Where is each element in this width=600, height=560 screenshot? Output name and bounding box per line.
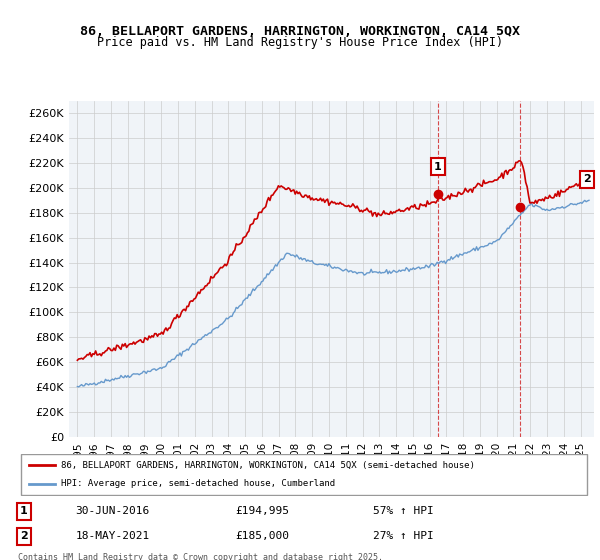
Text: 2: 2 <box>583 174 591 184</box>
Text: Price paid vs. HM Land Registry's House Price Index (HPI): Price paid vs. HM Land Registry's House … <box>97 36 503 49</box>
Text: 86, BELLAPORT GARDENS, HARRINGTON, WORKINGTON, CA14 5QX (semi-detached house): 86, BELLAPORT GARDENS, HARRINGTON, WORKI… <box>61 461 475 470</box>
Text: 57% ↑ HPI: 57% ↑ HPI <box>373 506 434 516</box>
Text: 1: 1 <box>434 162 442 172</box>
Text: 18-MAY-2021: 18-MAY-2021 <box>76 531 149 542</box>
Text: 1: 1 <box>20 506 28 516</box>
Text: HPI: Average price, semi-detached house, Cumberland: HPI: Average price, semi-detached house,… <box>61 479 335 488</box>
Text: Contains HM Land Registry data © Crown copyright and database right 2025.
This d: Contains HM Land Registry data © Crown c… <box>18 553 383 560</box>
Text: £185,000: £185,000 <box>236 531 290 542</box>
Text: 27% ↑ HPI: 27% ↑ HPI <box>373 531 434 542</box>
Text: £194,995: £194,995 <box>236 506 290 516</box>
Text: 2: 2 <box>20 531 28 542</box>
FancyBboxPatch shape <box>21 455 587 495</box>
Text: 30-JUN-2016: 30-JUN-2016 <box>76 506 149 516</box>
Text: 86, BELLAPORT GARDENS, HARRINGTON, WORKINGTON, CA14 5QX: 86, BELLAPORT GARDENS, HARRINGTON, WORKI… <box>80 25 520 38</box>
